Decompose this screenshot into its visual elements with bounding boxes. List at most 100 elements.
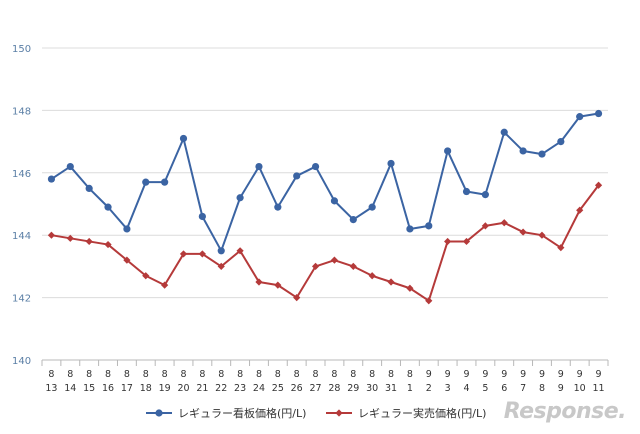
data-point [47, 231, 56, 239]
legend: レギュラー看板価格(円/L) レギュラー実売価格(円/L) [146, 406, 486, 420]
x-tick-month: 9 [445, 369, 451, 380]
x-tick-day: 18 [140, 383, 152, 394]
data-point [462, 187, 471, 196]
x-tick-month: 8 [275, 369, 281, 380]
data-point [538, 231, 546, 239]
data-point [66, 234, 74, 242]
x-tick-day: 4 [463, 383, 469, 394]
data-point [311, 162, 320, 171]
data-point [425, 297, 433, 305]
legend-label-1: レギュラー看板価格(円/L) [178, 406, 306, 420]
x-tick-month: 9 [558, 369, 564, 380]
x-tick-day: 15 [83, 383, 95, 394]
data-point [481, 222, 489, 230]
data-point [519, 147, 527, 155]
series-line-1 [50, 112, 599, 252]
x-tick-month: 8 [199, 369, 205, 380]
x-tick-month: 9 [520, 369, 526, 380]
x-tick-day: 3 [445, 383, 451, 394]
data-point [198, 250, 206, 258]
x-tick-month: 8 [48, 369, 54, 380]
x-tick-day: 21 [196, 383, 208, 394]
x-tick-day: 27 [310, 383, 322, 394]
data-point [85, 184, 93, 192]
x-tick-day: 31 [385, 383, 397, 394]
x-tick-month: 8 [180, 369, 186, 380]
y-tick-label: 140 [12, 356, 31, 367]
data-point [274, 281, 282, 289]
data-point [123, 225, 131, 233]
data-point [330, 197, 339, 205]
data-point [500, 219, 508, 227]
series-group [47, 109, 603, 305]
data-point [142, 272, 150, 280]
y-tick-label: 142 [12, 294, 31, 305]
x-tick-month: 8 [407, 369, 413, 380]
data-point [255, 278, 263, 286]
x-tick-month: 8 [331, 369, 337, 380]
data-point [66, 162, 74, 171]
x-tick-month: 8 [237, 369, 243, 380]
x-tick-month: 8 [388, 369, 394, 380]
data-point [311, 262, 320, 270]
x-tick-day: 7 [520, 383, 526, 394]
x-tick-month: 9 [463, 369, 469, 380]
y-tick-label: 144 [12, 231, 31, 242]
data-point [538, 150, 546, 158]
x-tick-day: 2 [426, 383, 432, 394]
data-point [161, 178, 169, 186]
y-axis-ticks: 140 142 144 146 148 150 [12, 44, 31, 367]
x-tick-month: 8 [162, 369, 168, 380]
x-tick-day: 19 [159, 383, 171, 394]
legend-marker-1 [155, 409, 163, 417]
x-axis: 8138148158168178188198208218228238248258… [41, 360, 609, 394]
gridlines [42, 47, 608, 361]
x-tick-month: 8 [294, 369, 300, 380]
data-point [85, 237, 93, 246]
x-tick-month: 8 [369, 369, 375, 380]
data-point [576, 113, 584, 121]
response-watermark: Response. [503, 399, 627, 424]
data-point [462, 237, 471, 246]
data-point [217, 262, 225, 270]
data-point [236, 194, 244, 202]
data-point [576, 206, 584, 214]
data-point [217, 247, 225, 255]
x-tick-day: 26 [291, 383, 303, 394]
x-tick-month: 9 [501, 369, 507, 380]
data-point [557, 244, 565, 252]
x-tick-month: 9 [426, 369, 432, 380]
x-tick-month: 8 [313, 369, 319, 380]
data-point [161, 281, 169, 289]
data-point [444, 237, 452, 246]
data-point [519, 228, 527, 236]
x-tick-month: 8 [124, 369, 130, 380]
data-point [594, 181, 603, 189]
x-tick-month: 9 [577, 369, 583, 380]
x-tick-month: 8 [67, 369, 73, 380]
x-tick-day: 28 [328, 383, 340, 394]
x-tick-month: 9 [539, 369, 545, 380]
x-tick-day: 22 [215, 383, 227, 394]
data-point [500, 128, 508, 136]
data-point [142, 178, 150, 186]
x-tick-day: 1 [407, 383, 413, 394]
y-tick-label: 148 [12, 106, 31, 117]
x-tick-day: 13 [45, 383, 57, 394]
x-tick-day: 24 [253, 383, 265, 394]
x-tick-day: 11 [593, 383, 605, 394]
x-tick-day: 17 [121, 383, 133, 394]
x-tick-month: 9 [596, 369, 602, 380]
data-point [293, 294, 301, 302]
data-point [406, 225, 414, 233]
data-point [330, 256, 339, 264]
legend-marker-2 [335, 409, 343, 417]
data-point [179, 134, 188, 143]
x-tick-month: 8 [105, 369, 111, 380]
x-tick-month: 8 [218, 369, 224, 380]
data-point [349, 262, 357, 270]
data-point [255, 162, 263, 171]
y-tick-label: 146 [12, 169, 31, 180]
